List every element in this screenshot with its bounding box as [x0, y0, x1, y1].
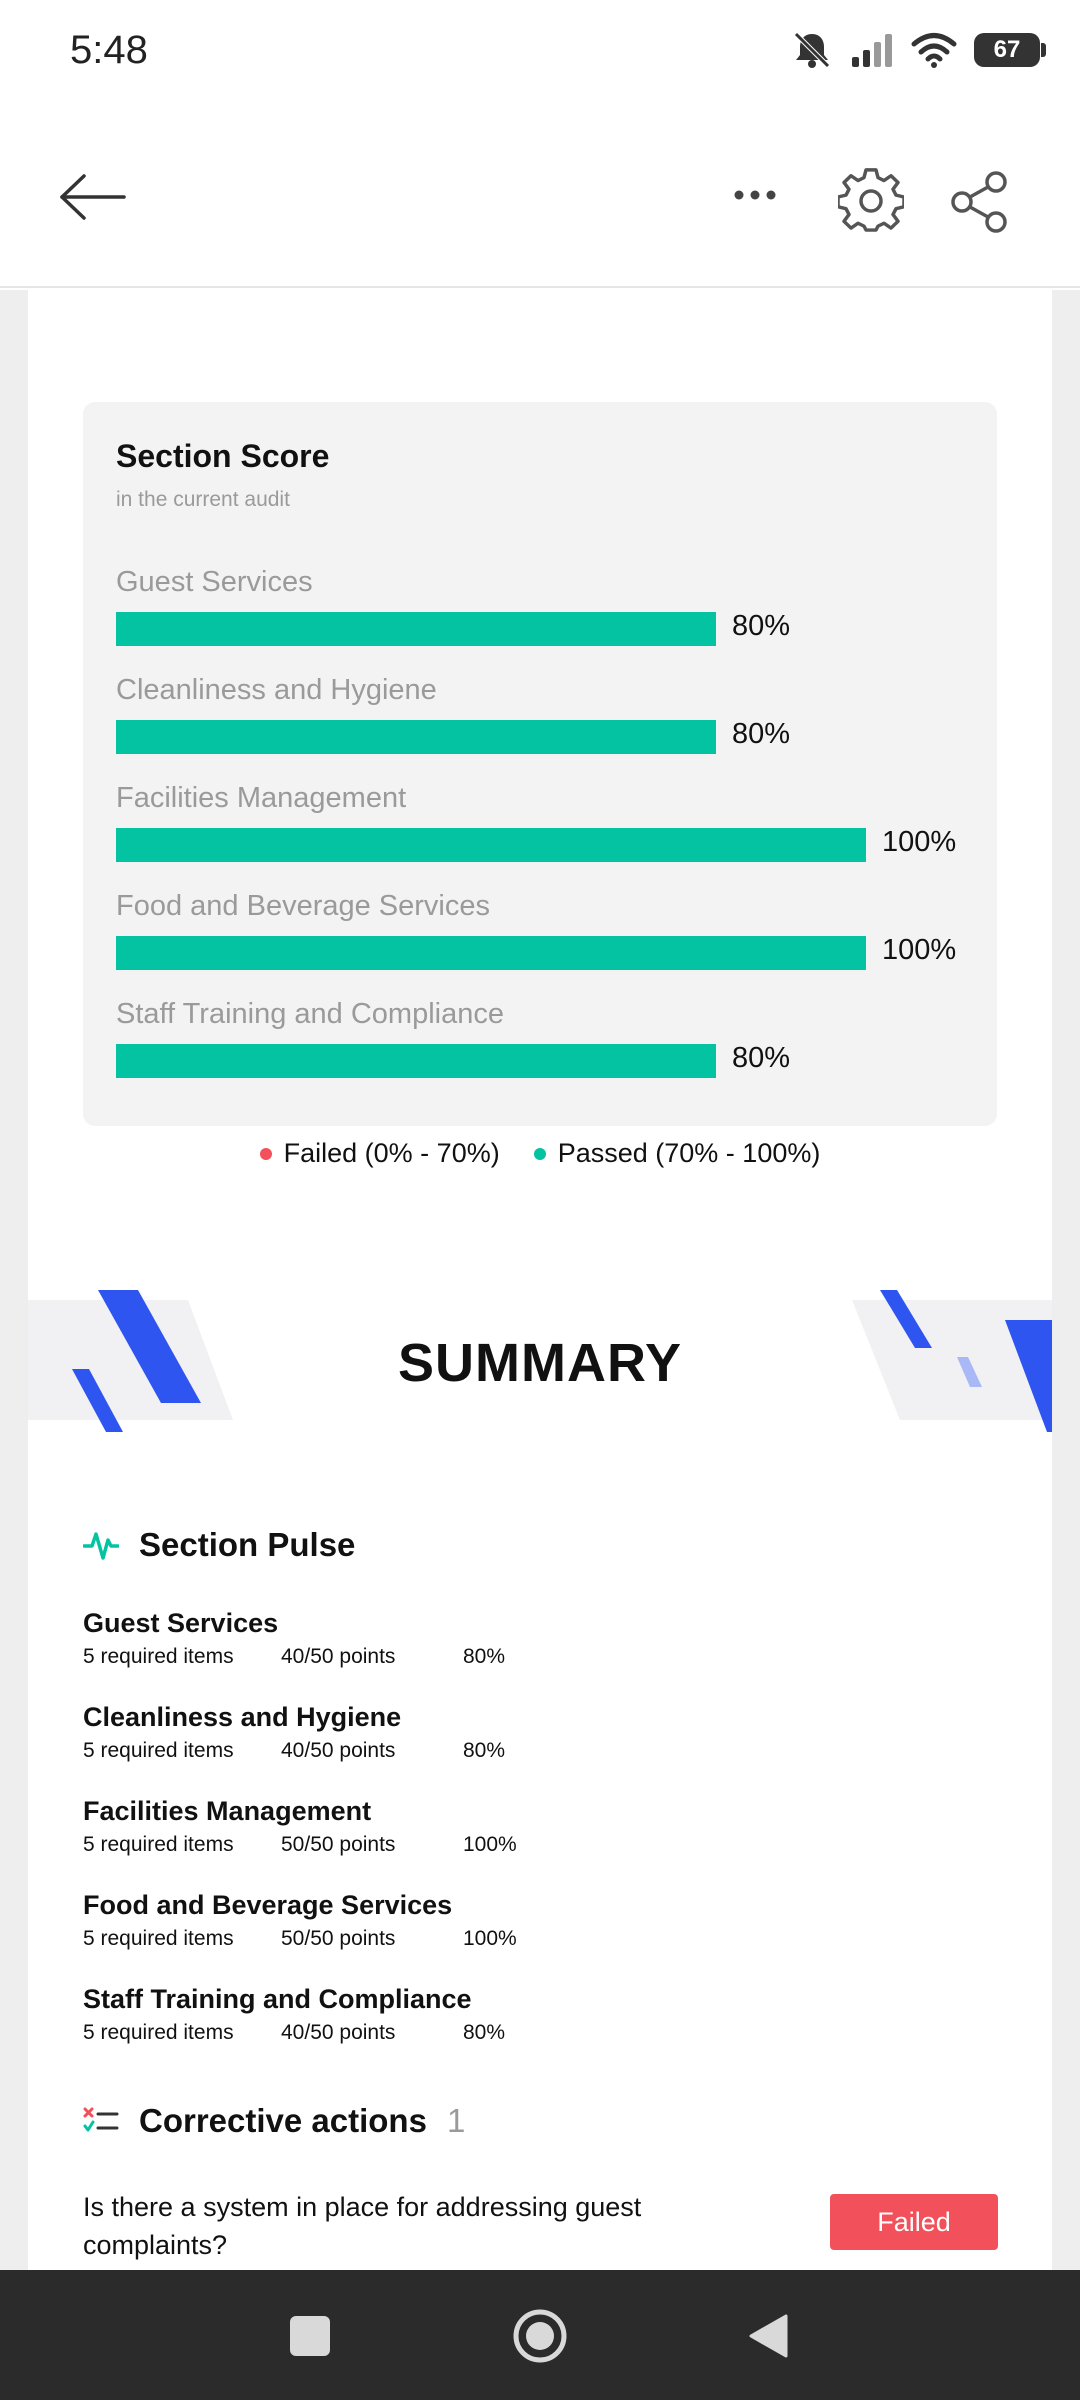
legend-dot-passed — [533, 1147, 546, 1160]
section-score-card: Section Score in the current audit Guest… — [83, 402, 997, 1126]
mute-bell-icon — [794, 32, 830, 68]
score-row: Cleanliness and Hygiene 80% — [116, 674, 976, 764]
score-bar-track — [116, 720, 866, 754]
corrective-actions-header[interactable]: Corrective actions 1 — [83, 2102, 465, 2140]
pulse-item-points: 40/50 points — [281, 1739, 396, 1762]
corrective-actions-count: 1 — [446, 2102, 466, 2139]
banner-decoration-right — [852, 1290, 1052, 1432]
score-value: 100% — [882, 826, 957, 858]
legend-label: Failed (0% - 70%) — [283, 1138, 500, 1168]
score-label: Facilities Management — [116, 782, 407, 814]
summary-banner: SUMMARY — [28, 1290, 1052, 1440]
score-value: 80% — [732, 610, 791, 642]
score-row: Food and Beverage Services 100% — [116, 890, 976, 980]
pulse-item-name: Facilities Management — [83, 1796, 372, 1826]
pulse-item-required: 5 required items — [83, 1739, 234, 1762]
score-bar-track — [116, 612, 866, 646]
pulse-item-points: 50/50 points — [281, 1927, 396, 1950]
pulse-item-points: 40/50 points — [281, 1645, 396, 1668]
pulse-item-meta: 5 required items 40/50 points 80% — [83, 1739, 983, 1769]
pulse-icon — [83, 1532, 119, 1560]
corrective-actions-title: Corrective actions — [139, 2102, 427, 2139]
share-icon[interactable] — [950, 170, 1010, 234]
gear-icon[interactable] — [838, 168, 904, 234]
pulse-item-percent: 80% — [463, 1739, 506, 1762]
report-page[interactable]: Section Score in the current audit Guest… — [0, 290, 1080, 2270]
pulse-item: Staff Training and Compliance 5 required… — [83, 1984, 983, 2051]
pulse-item-name: Guest Services — [83, 1608, 279, 1638]
pulse-item-required: 5 required items — [83, 1645, 234, 1668]
pulse-item-meta: 5 required items 40/50 points 80% — [83, 2021, 983, 2051]
battery-icon: 67 — [974, 33, 1046, 67]
status-icons: 67 — [790, 30, 1046, 70]
score-value: 100% — [882, 934, 957, 966]
app-bar — [0, 110, 1080, 288]
pulse-item-points: 50/50 points — [281, 1833, 396, 1856]
pulse-item-points: 40/50 points — [281, 2021, 396, 2044]
battery-level: 67 — [993, 36, 1021, 63]
checklist-icon — [83, 2107, 119, 2132]
status-bar: 5:48 67 — [0, 0, 1080, 110]
score-bar — [116, 828, 866, 862]
recents-square-icon[interactable] — [290, 2316, 330, 2356]
pulse-item-required: 5 required items — [83, 1833, 234, 1856]
score-row: Guest Services 80% — [116, 566, 976, 656]
banner-decoration-left — [28, 1290, 233, 1432]
report-sheet: Section Score in the current audit Guest… — [28, 290, 1052, 2270]
pulse-item-percent: 80% — [463, 1645, 506, 1668]
score-bar-track — [116, 828, 866, 862]
pulse-item-required: 5 required items — [83, 1927, 234, 1950]
pulse-item-percent: 80% — [463, 2021, 506, 2044]
pulse-item-name: Food and Beverage Services — [83, 1890, 453, 1920]
score-row: Staff Training and Compliance 80% — [116, 998, 976, 1088]
score-label: Guest Services — [116, 566, 313, 598]
pulse-item-percent: 100% — [463, 1927, 517, 1950]
score-legend: Failed (0% - 70%) Passed (70% - 100%) — [28, 1138, 1052, 1169]
pulse-item: Facilities Management 5 required items 5… — [83, 1796, 983, 1863]
corrective-action-question[interactable]: Is there a system in place for addressin… — [83, 2192, 642, 2260]
score-bar — [116, 720, 716, 754]
legend-item-passed: Passed (70% - 100%) — [533, 1138, 821, 1169]
section-score-title: Section Score — [116, 438, 330, 474]
score-label: Staff Training and Compliance — [116, 998, 504, 1030]
score-value: 80% — [732, 1042, 791, 1074]
more-horizontal-icon[interactable] — [730, 180, 780, 210]
system-nav-bar — [0, 2270, 1080, 2400]
section-pulse-header: Section Pulse — [83, 1526, 355, 1564]
score-bar — [116, 1044, 716, 1078]
score-bar — [116, 612, 716, 646]
score-bar-track — [116, 936, 866, 970]
legend-dot-failed — [259, 1147, 272, 1160]
section-pulse-title: Section Pulse — [139, 1526, 356, 1563]
status-badge-failed[interactable]: Failed — [830, 2194, 998, 2250]
pulse-item-meta: 5 required items 50/50 points 100% — [83, 1927, 983, 1957]
score-value: 80% — [732, 718, 791, 750]
pulse-item-name: Cleanliness and Hygiene — [83, 1702, 402, 1732]
pulse-item-meta: 5 required items 40/50 points 80% — [83, 1645, 983, 1675]
wifi-icon — [911, 33, 957, 68]
score-label: Cleanliness and Hygiene — [116, 674, 437, 706]
status-time: 5:48 — [70, 28, 148, 72]
pulse-item-meta: 5 required items 50/50 points 100% — [83, 1833, 983, 1863]
section-score-subtitle: in the current audit — [116, 488, 290, 511]
score-label: Food and Beverage Services — [116, 890, 490, 922]
score-row: Facilities Management 100% — [116, 782, 976, 872]
summary-title: SUMMARY — [398, 1333, 682, 1393]
pulse-item: Guest Services 5 required items 40/50 po… — [83, 1608, 983, 1675]
back-triangle-icon[interactable] — [748, 2314, 788, 2358]
pulse-item: Food and Beverage Services 5 required it… — [83, 1890, 983, 1957]
signal-icon — [852, 34, 892, 67]
pulse-item-required: 5 required items — [83, 2021, 234, 2044]
arrow-left-icon[interactable] — [58, 172, 128, 222]
home-circle-icon[interactable] — [512, 2308, 568, 2364]
pulse-item: Cleanliness and Hygiene 5 required items… — [83, 1702, 983, 1769]
score-bar — [116, 936, 866, 970]
pulse-item-percent: 100% — [463, 1833, 517, 1856]
legend-label: Passed (70% - 100%) — [557, 1138, 821, 1168]
score-bar-track — [116, 1044, 866, 1078]
pulse-item-name: Staff Training and Compliance — [83, 1984, 472, 2014]
legend-item-failed: Failed (0% - 70%) — [259, 1138, 500, 1169]
